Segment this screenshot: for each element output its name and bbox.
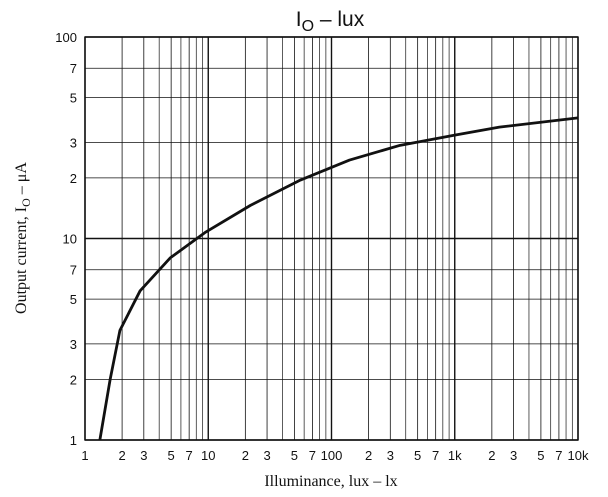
x-tick-label: 1k — [448, 448, 462, 463]
x-tick-label: 7 — [309, 448, 316, 463]
x-tick-label: 10 — [201, 448, 215, 463]
x-tick-label: 5 — [168, 448, 175, 463]
x-tick-label: 3 — [510, 448, 517, 463]
y-tick-label: 5 — [70, 292, 77, 307]
y-tick-label: 2 — [70, 372, 77, 387]
title-part: – lux — [314, 8, 365, 31]
curve — [98, 116, 579, 441]
x-tick-label: 100 — [321, 448, 343, 463]
y-label-subscript: O — [19, 198, 33, 207]
x-tick-label: 10k — [568, 448, 589, 463]
y-axis-label: Output current, IO – μA — [13, 162, 33, 314]
x-tick-label: 2 — [365, 448, 372, 463]
x-axis-label: Illuminance, lux – lx — [264, 473, 397, 490]
x-tick-label: 7 — [186, 448, 193, 463]
x-tick-label: 2 — [488, 448, 495, 463]
x-tick-label: 5 — [414, 448, 421, 463]
x-tick-label: 5 — [291, 448, 298, 463]
y-label-part: Output current, I — [13, 207, 30, 314]
y-tick-label: 3 — [70, 337, 77, 352]
title-subscript: O — [302, 18, 314, 35]
x-tick-label: 3 — [140, 448, 147, 463]
x-tick-label: 1 — [81, 448, 88, 463]
x-tick-label: 3 — [263, 448, 270, 463]
y-tick-label: 5 — [70, 91, 77, 106]
y-tick-label: 2 — [70, 171, 77, 186]
y-tick-label: 100 — [55, 30, 77, 45]
x-tick-label: 2 — [118, 448, 125, 463]
chart-title: IO – lux — [296, 8, 365, 35]
x-tick-label: 3 — [387, 448, 394, 463]
y-tick-label: 7 — [70, 61, 77, 76]
y-tick-label: 7 — [70, 263, 77, 278]
x-tick-label: 7 — [555, 448, 562, 463]
plot-frame — [84, 36, 579, 441]
y-label-part: – μA — [13, 162, 30, 199]
y-tick-label: 10 — [63, 232, 77, 247]
x-tick-label: 7 — [432, 448, 439, 463]
x-tick-label: 5 — [537, 448, 544, 463]
y-tick-label: 3 — [70, 135, 77, 150]
x-tick-label: 2 — [242, 448, 249, 463]
title-part: I — [296, 8, 302, 31]
y-tick-label: 1 — [70, 433, 77, 448]
